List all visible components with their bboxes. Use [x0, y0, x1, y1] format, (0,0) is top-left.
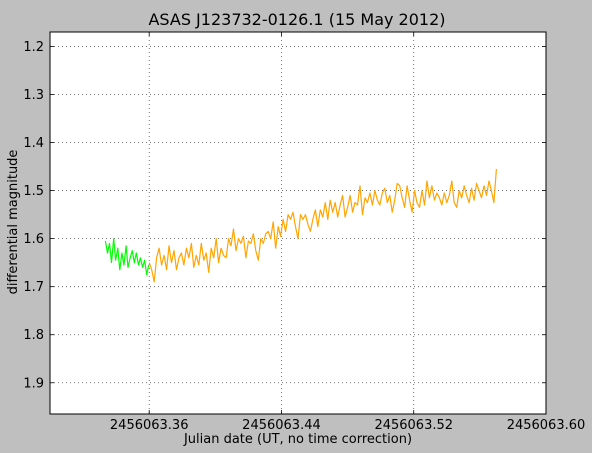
- series-layer: [104, 168, 497, 283]
- y-tick-label: 1.8: [23, 328, 44, 343]
- y-tick-label: 1.4: [23, 136, 44, 151]
- tick-labels: 2456063.36 2456063.44 2456063.52 2456063.60…: [23, 40, 585, 433]
- x-tick-label: 2456063.52: [374, 418, 453, 433]
- axis-ticks: [50, 32, 547, 414]
- y-tick-label: 1.5: [23, 184, 44, 199]
- y-tick-label: 1.2: [23, 40, 44, 55]
- series-line-2: [148, 168, 497, 283]
- x-axis-label: Julian date (UT, no time correction): [183, 432, 412, 447]
- y-tick-label: 1.9: [23, 376, 44, 391]
- y-tick-label: 1.3: [23, 88, 44, 103]
- y-axis-label: differential magnitude: [6, 150, 21, 295]
- x-tick-label: 2456063.36: [110, 418, 189, 433]
- chart-title: ASAS J123732-0126.1 (15 May 2012): [148, 10, 445, 29]
- series-line-1: [104, 238, 150, 276]
- y-tick-label: 1.6: [23, 232, 44, 247]
- x-tick-label: 2456063.44: [242, 418, 321, 433]
- x-tick-label: 2456063.60: [507, 418, 586, 433]
- plot-area: [49, 31, 547, 415]
- y-tick-label: 1.7: [23, 280, 44, 295]
